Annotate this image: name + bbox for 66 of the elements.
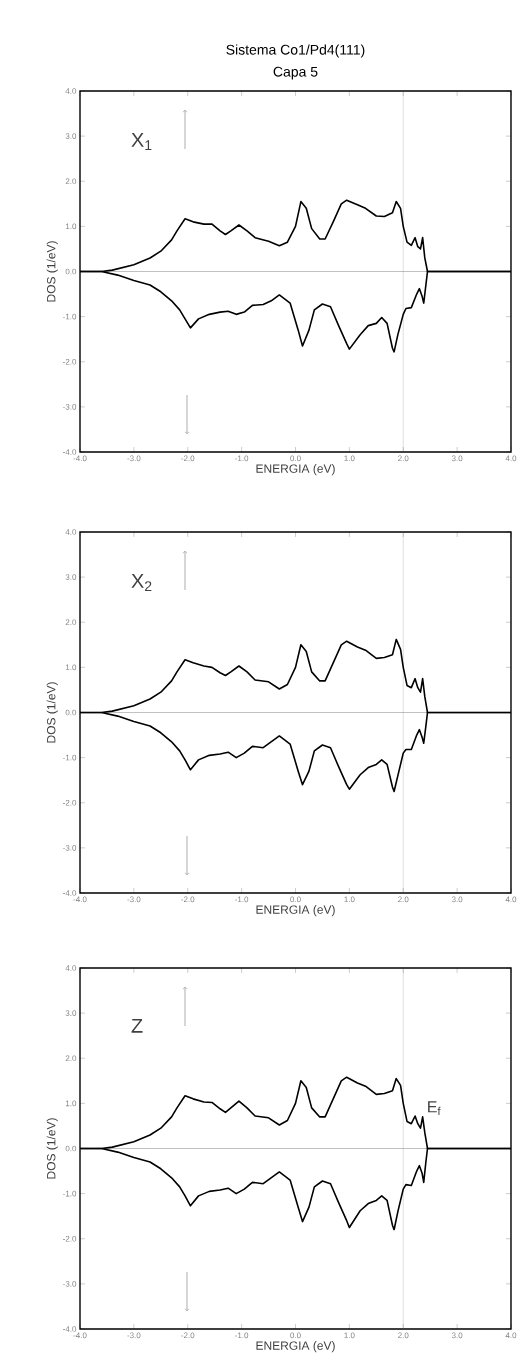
x-tick-label: 2.0 <box>398 455 409 462</box>
x-tick-label: -1.0 <box>235 455 249 462</box>
y-tick-label: -4.0 <box>63 890 77 896</box>
x-tick-label: -1.0 <box>235 1332 249 1339</box>
x-tick-label: 3.0 <box>451 1332 463 1339</box>
y-tick-label: -1.0 <box>63 1190 77 1197</box>
x-tick-label: 4.0 <box>505 455 517 462</box>
y-tick-label: 0.0 <box>65 1145 77 1152</box>
x-tick-label: -3.0 <box>127 455 141 462</box>
x-tick-label: -2.0 <box>181 455 195 462</box>
x-tick-label: -2.0 <box>181 896 195 903</box>
y-tick-label: 1.0 <box>65 223 77 230</box>
x-tick-label: -4.0 <box>73 455 87 462</box>
x-tick-label: -3.0 <box>127 896 141 903</box>
y-tick-label: 4.0 <box>65 88 77 94</box>
y-axis-title: DOS (1/eV) <box>46 241 58 302</box>
annotation: X$_{2}$ <box>131 574 152 591</box>
y-tick-label: 2.0 <box>65 178 77 185</box>
y-tick-label: 3.0 <box>65 1010 77 1016</box>
y-axis-title: DOS (1/eV) <box>46 682 58 743</box>
x-tick-label: 1.0 <box>344 896 355 903</box>
y-tick-label: 4.0 <box>65 529 77 535</box>
chart-subtitle: Capa 5 <box>273 66 318 80</box>
y-tick-label: -1.0 <box>63 313 77 320</box>
x-tick-label: 3.0 <box>451 896 463 903</box>
x-axis-title: ENERGIA (eV) <box>256 905 335 917</box>
x-tick-label: -4.0 <box>73 1332 87 1339</box>
y-tick-label: -1.0 <box>63 754 77 761</box>
annotation: Z <box>131 1018 143 1033</box>
y-tick-label: -2.0 <box>63 358 77 365</box>
y-tick-label: -2.0 <box>63 799 77 806</box>
x-tick-label: 4.0 <box>505 1332 517 1339</box>
ref-line-label: E$_{f}$ <box>428 1101 441 1115</box>
x-axis-title: ENERGIA (eV) <box>256 464 335 476</box>
x-tick-label: 0.0 <box>290 455 301 462</box>
y-tick-label: 1.0 <box>65 664 77 671</box>
x-tick-label: 3.0 <box>451 455 463 462</box>
y-tick-label: -4.0 <box>63 1326 77 1332</box>
x-tick-label: 2.0 <box>398 896 409 903</box>
x-tick-label: -4.0 <box>73 896 87 903</box>
y-tick-label: -2.0 <box>63 1235 77 1242</box>
y-tick-label: 4.0 <box>65 965 77 971</box>
x-tick-label: 1.0 <box>344 455 355 462</box>
x-axis-title: ENERGIA (eV) <box>256 1341 335 1353</box>
y-tick-label: 2.0 <box>65 619 77 626</box>
chart-title: Sistema Co1/Pd4(111) <box>226 44 365 58</box>
x-tick-label: -1.0 <box>235 896 249 903</box>
y-tick-label: -3.0 <box>63 404 77 410</box>
y-tick-label: 3.0 <box>65 574 77 580</box>
x-tick-label: 0.0 <box>290 1332 301 1339</box>
y-tick-label: 1.0 <box>65 1100 77 1107</box>
y-tick-label: 3.0 <box>65 133 77 139</box>
x-tick-label: 0.0 <box>290 896 301 903</box>
y-tick-label: 0.0 <box>65 268 77 275</box>
y-tick-label: -3.0 <box>63 845 77 851</box>
y-tick-label: -3.0 <box>63 1281 77 1287</box>
x-tick-label: 4.0 <box>505 896 517 903</box>
y-tick-label: 2.0 <box>65 1055 77 1062</box>
x-tick-label: 2.0 <box>398 1332 409 1339</box>
y-tick-label: 0.0 <box>65 709 77 716</box>
x-tick-label: -3.0 <box>127 1332 141 1339</box>
x-tick-label: 1.0 <box>344 1332 355 1339</box>
annotation: X$_{1}$ <box>131 133 152 150</box>
x-tick-label: -2.0 <box>181 1332 195 1339</box>
y-tick-label: -4.0 <box>63 449 77 455</box>
y-axis-title: DOS (1/eV) <box>46 1118 58 1179</box>
